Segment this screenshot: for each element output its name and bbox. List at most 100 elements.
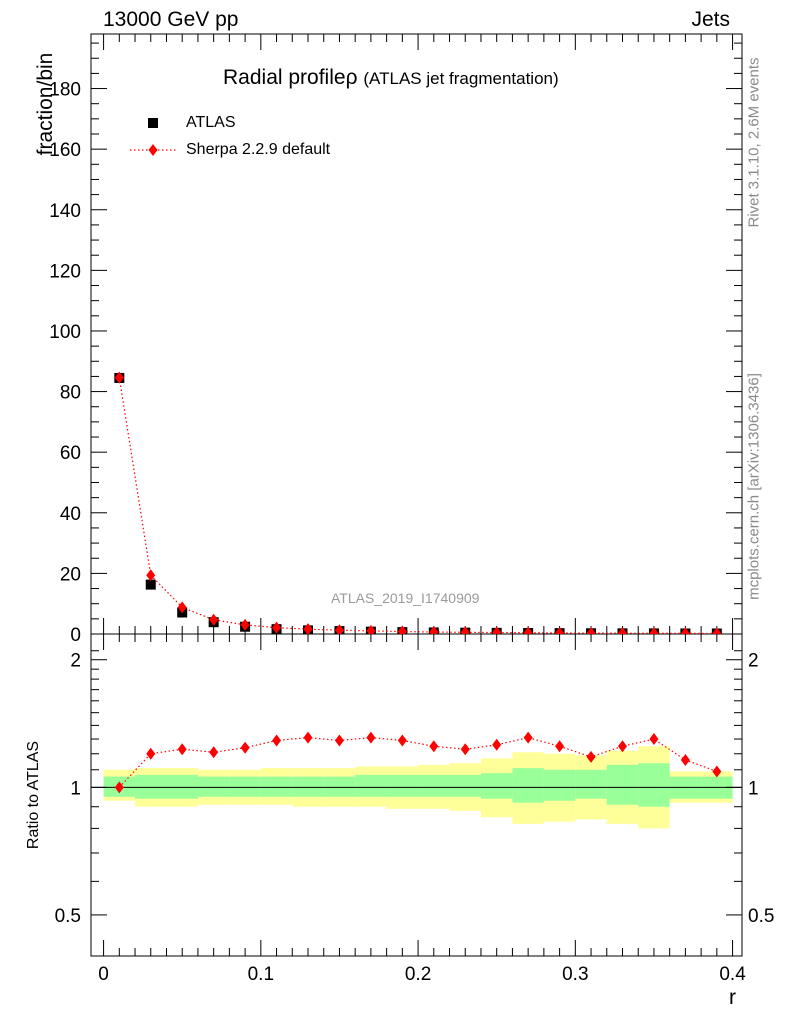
ratio-band-inner-14 [543, 769, 576, 801]
main-plot-area [114, 371, 722, 634]
ratio-sherpa-point [523, 731, 533, 744]
ratio-band-inner-6 [292, 776, 324, 797]
ratio-sherpa-point [617, 740, 627, 753]
y-axis-label: fraction/bin [34, 52, 57, 156]
header-energy: 13000 GeV pp [103, 8, 239, 31]
ratio-sherpa-point [460, 743, 470, 756]
sherpa-point [429, 626, 439, 634]
ratio-sherpa-point [240, 741, 250, 754]
ratio-sherpa-point [334, 734, 344, 747]
ratio-tick-label: 0.5 [55, 906, 81, 927]
x-axis-label: r [729, 986, 736, 1009]
legend-label-atlas: ATLAS [186, 114, 236, 131]
y-tick-label: 140 [49, 201, 81, 222]
ratio-tick-label: 2 [70, 651, 81, 672]
ratio-sherpa-point [209, 746, 219, 759]
ratio-plot-area [114, 731, 722, 794]
y-tick-label: 120 [49, 261, 81, 282]
ratio-band-inner-5 [260, 776, 293, 797]
sherpa-point [617, 627, 627, 634]
sherpa-point [177, 601, 187, 614]
x-tick-label: 0.1 [248, 964, 274, 985]
ratio-tick-label-right: 1 [748, 778, 759, 799]
chart-title: Radial profileρ (ATLAS jet fragmentation… [223, 66, 559, 90]
ratio-band-inner-11 [449, 774, 481, 797]
ratio-band-inner-3 [197, 776, 230, 797]
ratio-tick-label: 1 [70, 778, 81, 799]
ratio-sherpa-point [114, 781, 124, 794]
y-tick-label: 40 [60, 504, 81, 525]
ratio-tick-label-right: 2 [748, 651, 759, 672]
rivet-info: Rivet 3.1.10, 2.6M events [745, 57, 763, 228]
ratio-plot-frame [90, 633, 743, 957]
ratio-sherpa-point [555, 740, 565, 753]
sherpa-point [555, 626, 565, 634]
chart-title-suffix: (ATLAS jet fragmentation) [363, 69, 559, 88]
y-tick-label: 60 [60, 443, 81, 464]
sherpa-point [334, 624, 344, 634]
ratio-axis-label: Ratio to ATLAS [25, 740, 42, 850]
x-tick-label: 0 [98, 964, 109, 985]
y-tick-label: 100 [49, 322, 81, 343]
ratio-sherpa-point [366, 731, 376, 744]
ratio-sherpa-point [492, 738, 502, 751]
sherpa-point [366, 624, 376, 634]
ratio-sherpa-point [649, 733, 659, 746]
sherpa-point [460, 626, 470, 634]
ratio-sherpa-point [146, 747, 156, 760]
ratio-band-inner-15 [575, 769, 607, 799]
ratio-band-inner-9 [386, 774, 419, 797]
ratio-sherpa-point [272, 734, 282, 747]
mcplots-info: mcplots.cern.ch [arXiv:1306.3436] [745, 373, 763, 600]
y-tick-label: 180 [49, 80, 81, 101]
chart-title-symbol: ρ [345, 66, 358, 89]
ratio-sherpa-point [397, 734, 407, 747]
legend-marker-sherpa [148, 144, 158, 156]
ratio-band-inner-1 [135, 774, 167, 799]
sherpa-point [146, 569, 156, 582]
sherpa-point [114, 371, 124, 384]
ratio-band-inner-4 [229, 776, 261, 797]
sherpa-point [209, 613, 219, 626]
x-tick-label: 0.4 [719, 964, 746, 985]
atlas-point [145, 579, 156, 590]
ratio-sherpa-point [177, 743, 187, 756]
sherpa-point [680, 627, 690, 634]
ratio-band-inner-8 [355, 774, 387, 797]
ratio-sherpa-point [303, 731, 313, 744]
chart-title-text: Radial profile [223, 66, 346, 89]
sherpa-point [492, 626, 502, 634]
ratio-band-inner-16 [606, 764, 639, 805]
sherpa-point [303, 623, 313, 634]
ratio-band-inner-13 [512, 768, 544, 803]
legend-marker-atlas [148, 118, 158, 128]
ratio-tick-label-right: 0.5 [748, 906, 774, 927]
sherpa-point [240, 618, 250, 631]
ratio-sherpa-point [586, 750, 596, 763]
sherpa-point [712, 627, 722, 634]
sherpa-point [586, 627, 596, 634]
y-tick-label: 0 [70, 625, 81, 646]
ratio-sherpa-line [118, 736, 718, 788]
legend-label-sherpa: Sherpa 2.2.9 default [186, 141, 331, 158]
x-tick-label: 0.2 [405, 964, 431, 985]
y-tick-label: 20 [60, 564, 81, 585]
y-tick-label: 80 [60, 383, 81, 404]
ratio-sherpa-point [712, 765, 722, 778]
sherpa-point [649, 627, 659, 634]
ratio-band-inner-17 [638, 763, 670, 807]
ratio-sherpa-point [680, 754, 690, 767]
x-tick-label: 0.3 [562, 964, 588, 985]
sherpa-line [118, 377, 717, 634]
ratio-sherpa-point [429, 740, 439, 753]
header-process: Jets [691, 8, 730, 31]
sherpa-point [523, 626, 533, 634]
ratio-band-inner-7 [323, 776, 356, 797]
ratio-band-inner-2 [166, 774, 198, 799]
sherpa-point [397, 625, 407, 634]
y-tick-label: 160 [49, 140, 81, 161]
ratio-band-inner-10 [418, 774, 450, 797]
analysis-watermark: ATLAS_2019_I1740909 [331, 590, 480, 606]
sherpa-point [272, 621, 282, 634]
